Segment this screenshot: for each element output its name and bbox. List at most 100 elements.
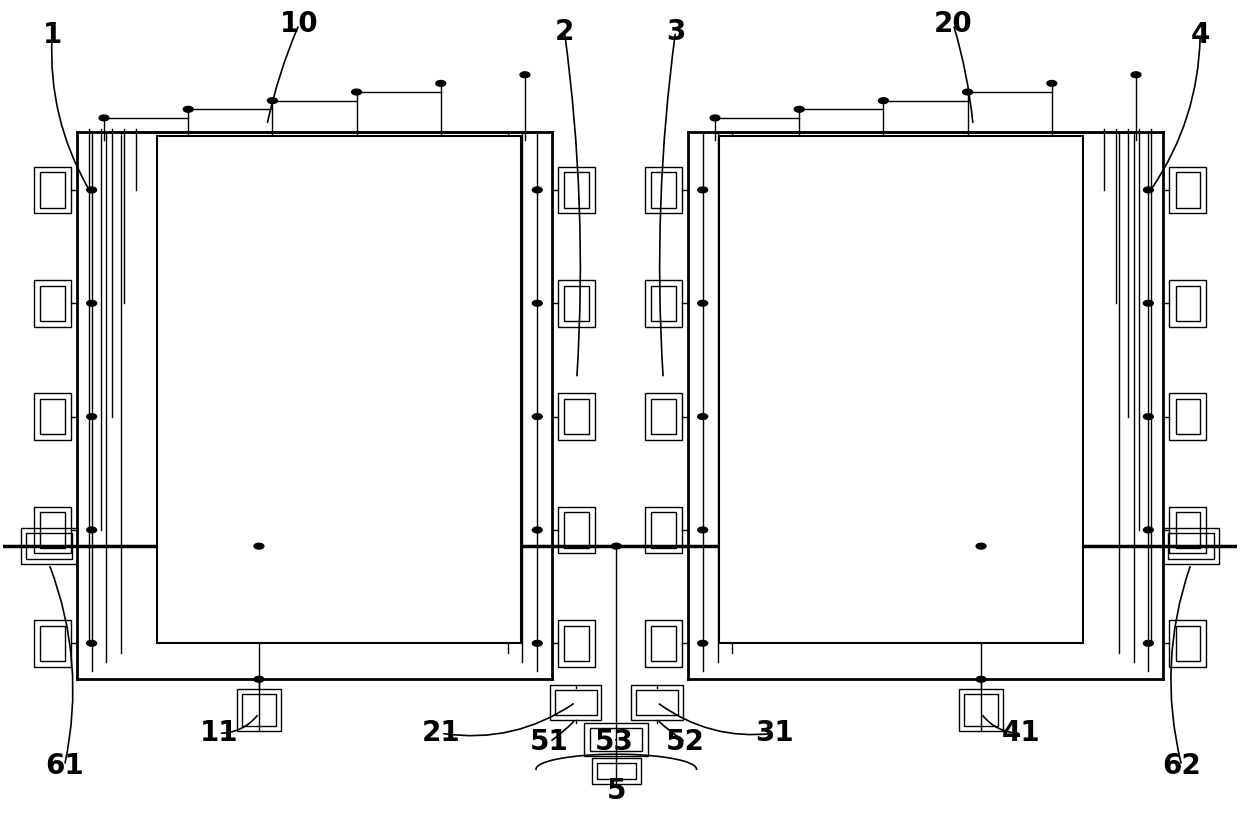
Text: 21: 21 [422,719,460,748]
Circle shape [532,301,542,306]
Bar [1169,280,1207,326]
Text: 62: 62 [1162,752,1202,780]
Bar [1169,620,1207,667]
Bar [1176,399,1200,434]
Bar [1169,506,1207,553]
Text: 2: 2 [554,17,574,45]
Bar [719,136,1083,643]
Circle shape [611,544,621,549]
Circle shape [976,544,986,549]
Text: 10: 10 [280,11,319,38]
Circle shape [1143,527,1153,533]
Bar [33,620,71,667]
Bar [591,758,641,784]
Bar [157,136,521,643]
Circle shape [532,187,542,192]
Circle shape [520,72,529,78]
Bar [645,393,682,440]
Circle shape [254,676,264,682]
Bar [651,286,676,320]
Bar [1163,528,1219,564]
Circle shape [698,187,708,192]
Bar [590,729,642,751]
Circle shape [976,676,986,682]
Text: 31: 31 [755,719,794,748]
Text: 4: 4 [1190,21,1210,50]
Bar [564,173,589,207]
Circle shape [87,640,97,646]
Bar [651,625,676,661]
Text: 41: 41 [1002,719,1040,748]
Circle shape [1047,80,1056,86]
Bar [558,620,595,667]
Bar [645,506,682,553]
Bar [1176,286,1200,320]
Circle shape [962,89,972,95]
Circle shape [878,97,888,103]
Bar [33,167,71,213]
Bar [651,512,676,548]
Bar [564,399,589,434]
Text: 53: 53 [594,728,634,756]
Circle shape [184,107,193,112]
Text: 61: 61 [45,752,84,780]
Circle shape [87,301,97,306]
Circle shape [87,527,97,533]
Bar [1168,534,1214,559]
Bar [558,393,595,440]
Text: 3: 3 [666,17,686,45]
Bar [564,286,589,320]
Bar [558,280,595,326]
Circle shape [435,80,445,86]
Bar [33,393,71,440]
Text: 52: 52 [666,728,704,756]
Bar [651,399,676,434]
Circle shape [87,414,97,420]
Bar [33,280,71,326]
Circle shape [711,115,720,121]
Bar [564,512,589,548]
Bar [40,173,64,207]
Bar [631,685,683,719]
Circle shape [1143,187,1153,192]
Circle shape [1143,640,1153,646]
Circle shape [698,414,708,420]
Circle shape [99,115,109,121]
Bar [40,286,64,320]
Bar [1176,512,1200,548]
Circle shape [698,640,708,646]
Circle shape [1143,301,1153,306]
Bar [558,506,595,553]
Bar [636,690,678,714]
Bar [21,528,77,564]
Circle shape [532,527,542,533]
Circle shape [795,107,805,112]
Circle shape [698,301,708,306]
Bar [26,534,72,559]
Bar [558,167,595,213]
Bar [237,689,281,731]
Circle shape [87,187,97,192]
Text: 11: 11 [200,719,238,748]
Circle shape [698,527,708,533]
Bar [40,399,64,434]
Bar [651,173,676,207]
Bar [1176,625,1200,661]
Bar [963,694,998,726]
Bar [40,625,64,661]
Text: 5: 5 [606,776,626,805]
Circle shape [1143,414,1153,420]
Bar [40,512,64,548]
Bar [564,625,589,661]
Bar [645,167,682,213]
Text: 20: 20 [934,11,972,38]
Circle shape [1131,72,1141,78]
Circle shape [532,640,542,646]
Circle shape [532,414,542,420]
Text: 1: 1 [42,21,62,50]
Circle shape [268,97,278,103]
Circle shape [352,89,362,95]
Bar [1169,167,1207,213]
Bar [596,762,636,779]
Bar [549,685,601,719]
